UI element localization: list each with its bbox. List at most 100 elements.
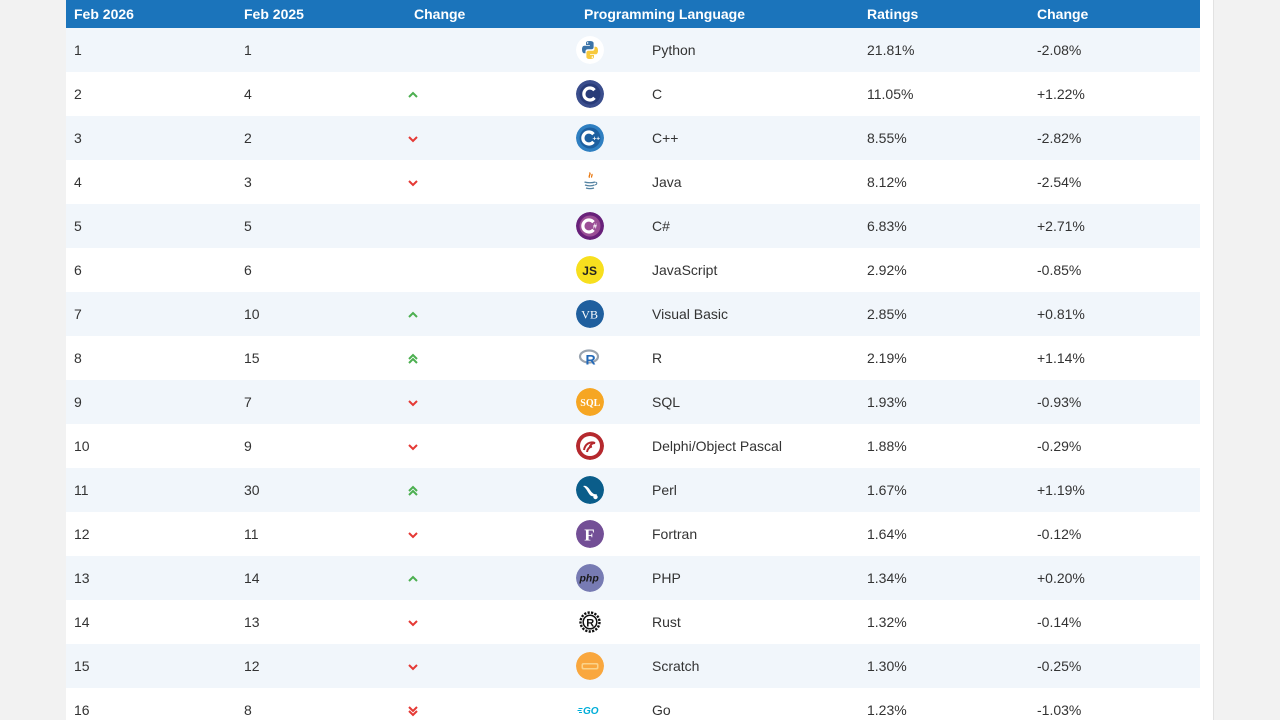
rank-now-cell: 14 [74, 614, 90, 630]
language-name-cell: Rust [652, 614, 681, 630]
language-name-cell: SQL [652, 394, 681, 410]
change-cell [406, 424, 576, 468]
delphi-icon [576, 432, 604, 460]
language-name-cell: Visual Basic [652, 306, 729, 322]
rank-now-cell: 7 [74, 306, 82, 322]
rating-cell: 1.64% [867, 526, 907, 542]
change-cell [406, 204, 576, 248]
rating-change-cell: +0.81% [1037, 306, 1085, 322]
language-icon-cell: GO [576, 688, 644, 720]
rating-cell: 1.93% [867, 394, 907, 410]
change-cell [406, 556, 576, 600]
rank-prev-cell: 4 [244, 86, 252, 102]
rank-now-cell: 1 [74, 42, 82, 58]
language-icon-cell: JS [576, 248, 644, 292]
rank-now-cell: 15 [74, 658, 90, 674]
rating-change-cell: -0.29% [1037, 438, 1082, 454]
rating-change-cell: -2.08% [1037, 42, 1082, 58]
rank-prev-cell: 7 [244, 394, 252, 410]
visual-basic-icon: VB [576, 300, 604, 328]
rank-now-cell: 3 [74, 130, 82, 146]
language-name-cell: Delphi/Object Pascal [652, 438, 782, 454]
rank-now-cell: 12 [74, 526, 90, 542]
rating-cell: 11.05% [867, 86, 914, 102]
csharp-icon: # [576, 212, 604, 240]
rating-cell: 8.12% [867, 174, 907, 190]
svg-text:R: R [586, 352, 596, 368]
rating-cell: 2.19% [867, 350, 907, 366]
c-icon [576, 80, 604, 108]
rating-change-cell: -0.25% [1037, 658, 1082, 674]
rating-cell: 8.55% [867, 130, 907, 146]
arrow-down-icon [406, 396, 420, 410]
table-row: 4 3 Java 8.12% -2.54% [66, 160, 1200, 204]
language-icon-cell: R [576, 600, 644, 644]
language-icon-cell [576, 160, 644, 204]
rank-now-cell: 5 [74, 218, 82, 234]
col-header-language[interactable]: Programming Language [584, 6, 746, 22]
table-row: 14 13 R Rust 1.32% -0.14% [66, 600, 1200, 644]
go-icon: GO [576, 696, 604, 720]
col-header-rating-change[interactable]: Change [1037, 6, 1089, 22]
language-name-cell: JavaScript [652, 262, 718, 278]
svg-text:GO: GO [583, 706, 599, 717]
language-icon-cell: VB [576, 292, 644, 336]
language-icon-cell: # [576, 204, 644, 248]
rank-now-cell: 2 [74, 86, 82, 102]
rust-icon: R [576, 608, 604, 636]
rank-prev-cell: 5 [244, 218, 252, 234]
table-row: 13 14 php PHP 1.34% +0.20% [66, 556, 1200, 600]
rating-cell: 1.23% [867, 702, 907, 718]
right-margin [1200, 0, 1214, 720]
fortran-icon: F [576, 520, 604, 548]
language-name-cell: Go [652, 702, 671, 718]
table-row: 5 5 # C# 6.83% +2.71% [66, 204, 1200, 248]
rank-now-cell: 16 [74, 702, 90, 718]
table-row: 7 10 VB Visual Basic 2.85% +0.81% [66, 292, 1200, 336]
rank-now-cell: 11 [74, 482, 89, 498]
php-icon: php [576, 564, 604, 592]
language-name-cell: Fortran [652, 526, 698, 542]
rank-prev-cell: 8 [244, 702, 252, 718]
change-cell [406, 688, 576, 720]
ranking-page: Feb 2026 Feb 2025 Change Programming Lan… [66, 0, 1200, 720]
col-header-rank-now[interactable]: Feb 2026 [74, 6, 134, 22]
change-cell [406, 512, 576, 556]
cpp-icon: ++ [576, 124, 604, 152]
arrow-down-icon [406, 176, 420, 190]
change-cell [406, 248, 576, 292]
language-name-cell: Python [652, 42, 696, 58]
right-divider [1213, 0, 1214, 720]
rank-now-cell: 10 [74, 438, 90, 454]
language-name-cell: PHP [652, 570, 681, 586]
svg-text:++: ++ [593, 135, 601, 142]
language-icon-cell: F [576, 512, 644, 556]
col-header-change[interactable]: Change [414, 6, 466, 22]
language-name-cell: C [652, 86, 663, 102]
rating-change-cell: +1.22% [1037, 86, 1085, 102]
svg-text:F: F [584, 526, 594, 545]
language-icon-cell [576, 28, 644, 72]
rating-cell: 1.88% [867, 438, 907, 454]
r-icon: R [576, 344, 604, 372]
javascript-icon: JS [576, 256, 604, 284]
table-row: 16 8 GO Go 1.23% -1.03% [66, 688, 1200, 720]
rating-cell: 21.81% [867, 42, 915, 58]
arrow-down-icon [406, 616, 420, 630]
col-header-rank-prev[interactable]: Feb 2025 [244, 6, 304, 22]
rank-prev-cell: 10 [244, 306, 260, 322]
change-cell [406, 72, 576, 116]
rank-prev-cell: 1 [244, 42, 252, 58]
arrow-down-icon [406, 660, 420, 674]
arrow-down-icon [406, 528, 420, 542]
double-arrow-up-icon [406, 484, 420, 498]
language-icon-cell: R [576, 336, 644, 380]
table-header: Feb 2026 Feb 2025 Change Programming Lan… [66, 0, 1200, 28]
rating-change-cell: -0.85% [1037, 262, 1082, 278]
rating-change-cell: +1.14% [1037, 350, 1085, 366]
table-row: 3 2 ++ C++ 8.55% -2.82% [66, 116, 1200, 160]
rank-prev-cell: 6 [244, 262, 252, 278]
ranking-table: Feb 2026 Feb 2025 Change Programming Lan… [66, 0, 1200, 720]
rank-prev-cell: 12 [244, 658, 260, 674]
col-header-ratings[interactable]: Ratings [867, 6, 919, 22]
